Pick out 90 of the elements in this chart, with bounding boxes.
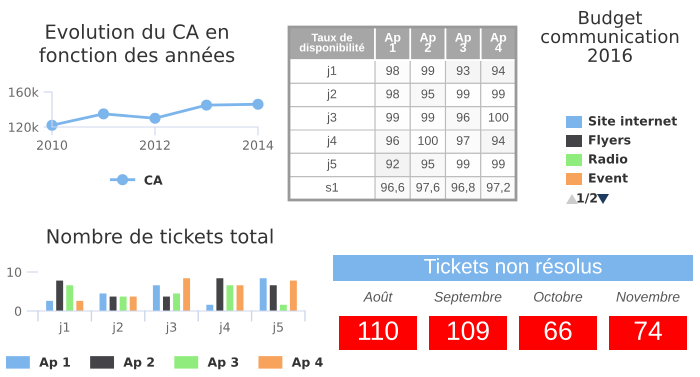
x-tick-label: j4 xyxy=(218,322,230,334)
category-label: Octobre xyxy=(534,292,582,302)
text: Tickets non résolus xyxy=(424,258,602,274)
data-label: 99 xyxy=(492,90,505,98)
bar xyxy=(100,293,106,311)
x-tick-label: j3 xyxy=(166,322,176,334)
bar xyxy=(173,293,180,311)
x-tick-label: Ap 3 xyxy=(455,32,471,52)
x-tick-label: j2 xyxy=(112,322,123,334)
y-tick-label: j3 xyxy=(326,112,336,124)
legend-label: Ap 2 xyxy=(123,357,154,370)
bar xyxy=(260,278,267,311)
category-label: Août xyxy=(363,291,393,302)
point xyxy=(200,100,212,111)
data-label: 96,8 xyxy=(452,182,475,194)
data-label: 109 xyxy=(448,321,489,340)
text: 1/2 xyxy=(577,193,597,204)
bar xyxy=(226,285,234,311)
data-label: 96,6 xyxy=(381,182,404,194)
bar xyxy=(110,296,117,311)
x-tick-label: 2012 xyxy=(140,140,170,150)
category-label: Event xyxy=(589,173,628,183)
data-label: 99 xyxy=(422,66,434,76)
bar xyxy=(270,285,277,311)
data-label: 95 xyxy=(422,160,434,168)
point xyxy=(149,112,161,124)
bar xyxy=(236,285,244,311)
bar xyxy=(120,296,127,311)
data-label: 74 xyxy=(634,322,662,340)
data-label: 99 xyxy=(422,112,434,122)
legend-label: Ap 4 xyxy=(292,358,323,370)
data-label: 97,2 xyxy=(486,182,510,194)
text: Budget communication 2016 xyxy=(541,10,678,62)
chart-title: Nombre de tickets total xyxy=(48,228,272,244)
data-label: 98 xyxy=(386,90,400,98)
y-tick-label: 10 xyxy=(7,267,22,277)
bar xyxy=(56,280,64,311)
bar xyxy=(152,285,160,311)
category-label: Septembre xyxy=(434,292,502,304)
y-tick-label: 160k xyxy=(9,87,39,97)
bar xyxy=(162,296,170,311)
data-label: 99 xyxy=(456,90,470,98)
legend-label: Ap 3 xyxy=(208,357,238,370)
x-tick-label: j1 xyxy=(58,322,70,334)
y-tick-label: 0 xyxy=(14,306,22,316)
bar xyxy=(46,300,54,311)
data-label: 100 xyxy=(418,136,438,146)
bar xyxy=(66,285,74,311)
legend-label: CA xyxy=(144,175,163,185)
bar xyxy=(130,296,137,311)
y-tick-label: j2 xyxy=(326,89,336,101)
legend-label: Ap 1 xyxy=(39,358,70,370)
category-label: Novembre xyxy=(616,292,680,302)
bar xyxy=(183,278,190,311)
category-label: Site internet xyxy=(588,116,677,126)
data-label: 110 xyxy=(358,321,398,340)
x-tick-label: Ap 4 xyxy=(490,32,506,52)
data-label: 97,6 xyxy=(416,182,440,194)
data-label: 96 xyxy=(386,136,400,146)
y-tick-label: s1 xyxy=(326,182,338,192)
data-label: 97 xyxy=(456,136,470,146)
x-tick-label: 2014 xyxy=(243,140,274,150)
bar xyxy=(76,300,84,311)
data-label: 96 xyxy=(456,112,470,122)
data-label: 66 xyxy=(544,321,572,340)
x-tick-label: Ap 1 xyxy=(384,32,400,52)
data-label: 99 xyxy=(492,160,505,168)
chart-title: Evolution du CA en fonction des années xyxy=(39,24,234,62)
y-tick-label: j5 xyxy=(326,159,336,171)
data-label: 99 xyxy=(386,112,399,122)
chart-title: Taux de disponibilité xyxy=(300,33,364,54)
x-tick-label: 2010 xyxy=(37,140,68,150)
data-label: 95 xyxy=(422,90,434,98)
data-label: 93 xyxy=(456,66,470,76)
data-label: 100 xyxy=(488,112,508,122)
y-tick-label: 120k xyxy=(9,122,39,132)
data-label: 98 xyxy=(386,66,400,76)
y-tick-label: j1 xyxy=(326,66,336,78)
data-label: 94 xyxy=(492,66,505,76)
bar xyxy=(216,278,224,311)
bar xyxy=(290,280,297,311)
point xyxy=(252,98,264,110)
category-label: Radio xyxy=(589,154,628,164)
category-label: Flyers xyxy=(589,134,630,148)
data-label: 99 xyxy=(456,160,470,168)
data-label: 92 xyxy=(386,160,399,168)
x-tick-label: j5 xyxy=(272,322,283,334)
x-tick-label: Ap 2 xyxy=(420,32,436,52)
data-label: 94 xyxy=(492,136,505,146)
point xyxy=(98,108,110,120)
